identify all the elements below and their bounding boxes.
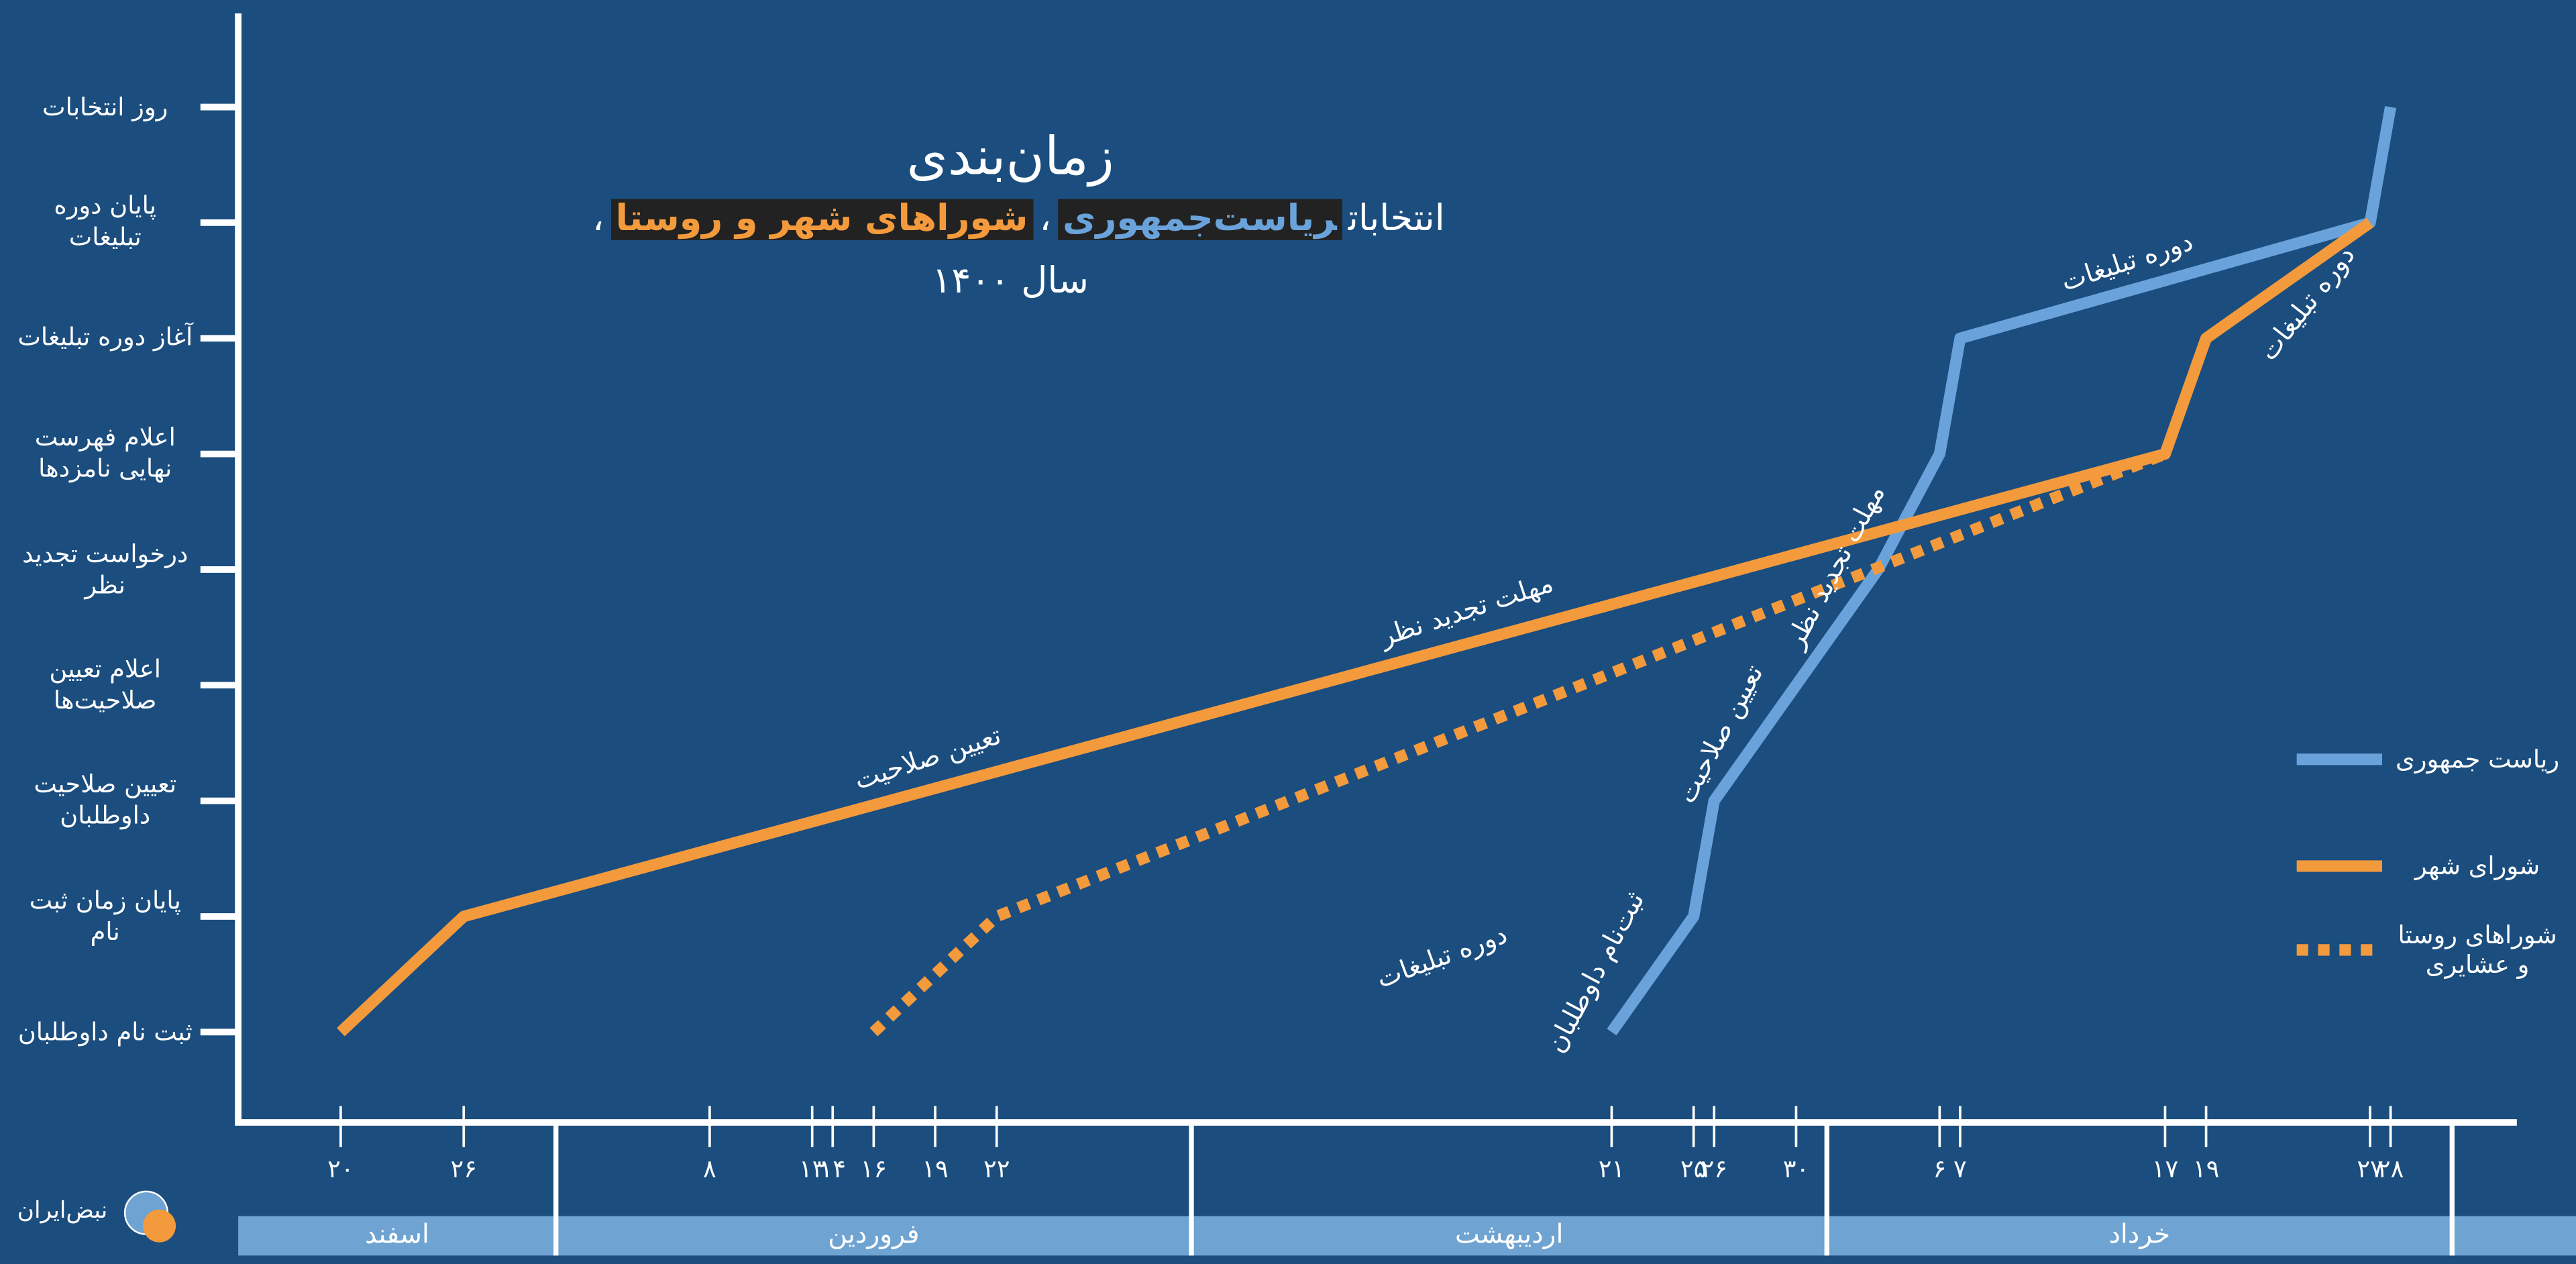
x-tick-label: ۲۶	[1701, 1155, 1727, 1183]
series-line	[869, 448, 2167, 1037]
x-tick-label: ۳۰	[1783, 1155, 1809, 1183]
x-tick-label: ۱۳	[799, 1155, 825, 1183]
legend-label: شورای شهر	[2415, 851, 2540, 882]
x-tick-label: ۸	[703, 1155, 716, 1183]
y-tick-label: درخواست تجدید نظر	[22, 538, 189, 600]
x-tick-label: ۱۴	[820, 1155, 846, 1183]
y-tick-label-box: ثبت نام داوطلبان	[17, 1016, 193, 1047]
subtitle-part: ریاست‌جمهوری	[1057, 199, 1342, 240]
chart-title: زمان‌بندی	[907, 125, 1114, 187]
y-tick-label: ثبت نام داوطلبان	[17, 1016, 193, 1047]
brand: نبض‌ایران	[17, 1197, 108, 1224]
y-tick-label: اعلام تعیین صلاحیت‌ها	[49, 653, 161, 715]
subtitle-part: شوراهای شهر و روستا	[610, 199, 1033, 240]
y-tick-label: روز انتخابات	[42, 91, 168, 121]
y-tick-label: اعلام فهرست نهایی نامزدها	[34, 423, 176, 484]
series-line	[337, 217, 2373, 1037]
y-tick-label-box: تعیین صلاحیت داوطلبان	[34, 770, 177, 831]
y-tick-label-box: آغاز دوره تبلیغات	[17, 322, 193, 353]
y-tick-label: آغاز دوره تبلیغات	[17, 322, 193, 353]
legend-label-box: ریاست جمهوری	[2396, 744, 2560, 774]
x-tick-label: ۱۶	[861, 1155, 887, 1183]
x-tick-label: ۲۷	[2357, 1155, 2383, 1183]
subtitle-part: انتخابات	[1348, 199, 1445, 240]
x-tick-label: ۲۶	[451, 1155, 477, 1183]
legend-label-box: شوراهای روستا و عشایری	[2398, 920, 2557, 980]
month-label: فروردین	[828, 1220, 919, 1250]
month-band	[238, 1216, 2576, 1256]
x-tick-label: ۲۵	[1680, 1155, 1707, 1183]
legend-label-box: شورای شهر	[2415, 851, 2540, 882]
x-tick-label: ۶	[1933, 1155, 1946, 1183]
x-tick-label: ۱۷	[2152, 1155, 2178, 1183]
y-tick-label-box: پایان زمان ثبت نام	[29, 885, 181, 947]
month-label: اردیبهشت	[1455, 1220, 1563, 1250]
x-tick-label: ۲۸	[2377, 1155, 2404, 1183]
legend-label: ریاست جمهوری	[2396, 744, 2560, 774]
x-tick-label: ۱۹	[2193, 1155, 2219, 1183]
subtitle-year: سال ۱۴۰۰	[932, 259, 1089, 301]
subtitle-part: ،	[592, 199, 604, 240]
y-tick-label: تعیین صلاحیت داوطلبان	[34, 770, 177, 831]
y-tick-label-box: اعلام تعیین صلاحیت‌ها	[49, 653, 161, 715]
y-tick-label-box: پایان دوره تبلیغات	[54, 191, 157, 252]
y-tick-label-box: روز انتخابات	[42, 91, 168, 121]
x-tick-label: ۲۰	[327, 1155, 354, 1183]
subtitle: انتخاباتریاست‌جمهوری،شوراهای شهر و روستا…	[443, 193, 1593, 248]
x-tick-label: ۷	[1953, 1155, 1967, 1183]
logo-circle	[143, 1209, 176, 1243]
y-tick-label: پایان دوره تبلیغات	[54, 191, 157, 252]
y-tick-label-box: درخواست تجدید نظر	[22, 538, 189, 600]
x-tick-label: ۲۱	[1599, 1155, 1625, 1183]
month-label: اسفند	[365, 1220, 429, 1250]
legend-label: شوراهای روستا و عشایری	[2398, 920, 2557, 980]
x-tick-label: ۲۲	[983, 1155, 1010, 1183]
y-tick-label: پایان زمان ثبت نام	[29, 885, 181, 947]
subtitle-part: ،	[1039, 199, 1051, 240]
y-tick-label-box: اعلام فهرست نهایی نامزدها	[34, 423, 176, 484]
subtitle-box: انتخاباتریاست‌جمهوری،شوراهای شهر و روستا…	[443, 193, 1593, 248]
month-label: خرداد	[2108, 1220, 2170, 1250]
x-tick-label: ۱۹	[922, 1155, 948, 1183]
